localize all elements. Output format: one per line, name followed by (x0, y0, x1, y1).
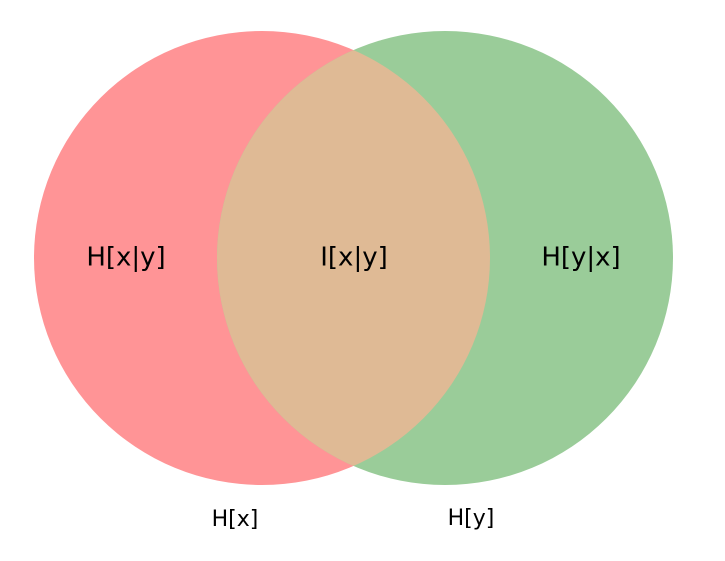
set-y-label: H[y] (448, 506, 495, 531)
x-only-label: H[x|y] (86, 243, 165, 273)
intersection-region (217, 31, 490, 485)
intersection-label: I[x|y] (320, 243, 388, 273)
set-x-label: H[x] (212, 507, 259, 532)
y-only-label: H[y|x] (541, 243, 620, 273)
